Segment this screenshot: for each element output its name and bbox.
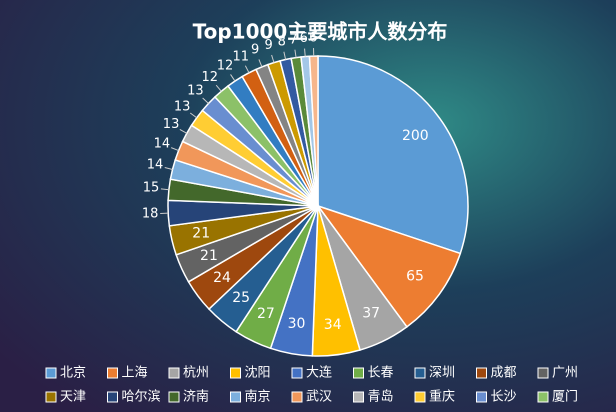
legend-label: 青岛 xyxy=(368,389,394,405)
value-label: 21 xyxy=(200,248,218,264)
legend-swatch xyxy=(291,367,303,379)
value-label: 12 xyxy=(201,70,218,85)
legend-label: 长春 xyxy=(368,366,394,381)
value-label: 11 xyxy=(232,49,249,64)
chart-title: Top1000主要城市人数分布 xyxy=(193,20,448,44)
legend-label: 沈阳 xyxy=(245,366,271,381)
legend-swatch xyxy=(476,367,487,379)
leader-line xyxy=(271,54,275,63)
legend-swatch xyxy=(291,391,303,403)
leader-line xyxy=(170,147,179,152)
value-label: 21 xyxy=(192,226,210,242)
legend-swatch xyxy=(168,391,180,403)
legend-swatch xyxy=(168,367,180,379)
leader-line xyxy=(160,188,169,191)
value-label: 6 xyxy=(300,31,308,46)
legend-label: 深圳 xyxy=(429,366,455,381)
legend-label: 哈尔滨 xyxy=(122,389,161,405)
legend-swatch xyxy=(107,391,118,403)
value-label: 24 xyxy=(213,270,231,286)
value-label: 25 xyxy=(232,290,250,306)
value-label: 9 xyxy=(265,38,273,53)
value-label: 6 xyxy=(309,31,317,46)
legend-label: 重庆 xyxy=(429,389,455,405)
legend-swatch xyxy=(353,391,364,403)
legend-swatch xyxy=(414,367,426,379)
legend-swatch xyxy=(414,391,426,403)
value-label: 18 xyxy=(142,206,159,221)
leader-line xyxy=(215,84,222,92)
leader-line xyxy=(179,128,188,134)
pie-slice xyxy=(315,204,462,328)
value-label: 65 xyxy=(406,269,424,285)
value-label: 14 xyxy=(147,158,164,173)
legend-label: 大连 xyxy=(306,365,332,381)
value-label: 30 xyxy=(288,316,306,332)
legend-label: 北京 xyxy=(60,366,86,381)
value-label: 12 xyxy=(217,59,234,74)
legend-swatch xyxy=(45,367,57,379)
legend-label: 上海 xyxy=(122,366,148,381)
pie-slice xyxy=(317,55,469,255)
legend-swatch xyxy=(107,367,118,379)
value-label: 27 xyxy=(257,306,275,322)
legend-label: 广州 xyxy=(552,366,578,381)
leader-line xyxy=(164,167,173,170)
legend-label: 成都 xyxy=(491,366,517,381)
leader-line xyxy=(230,74,236,82)
leader-line xyxy=(244,65,250,74)
legend-swatch xyxy=(353,367,364,379)
value-label: 34 xyxy=(324,317,342,333)
value-label: 13 xyxy=(174,100,191,115)
value-label: 15 xyxy=(143,180,160,195)
legend-label: 武汉 xyxy=(306,390,332,405)
value-label: 7 xyxy=(289,32,297,47)
value-label: 8 xyxy=(278,34,286,49)
legend-swatch xyxy=(45,391,57,403)
value-label: 14 xyxy=(154,136,171,151)
leader-line xyxy=(258,59,263,68)
legend-label: 厦门 xyxy=(552,390,578,405)
legend-swatch xyxy=(476,391,487,403)
value-label: 37 xyxy=(362,306,380,322)
value-label: 13 xyxy=(187,84,204,99)
legend-label: 南京 xyxy=(245,389,271,405)
value-label: 13 xyxy=(163,117,180,132)
leader-line xyxy=(202,97,209,104)
leader-line xyxy=(294,49,297,58)
value-label: 9 xyxy=(251,43,259,58)
legend-label: 杭州 xyxy=(183,366,209,381)
value-label: 200 xyxy=(402,128,429,144)
legend-swatch xyxy=(230,367,241,379)
leader-line xyxy=(283,51,287,60)
legend-label: 长沙 xyxy=(491,390,517,405)
legend-label: 济南 xyxy=(183,389,209,405)
legend-swatch xyxy=(230,391,241,403)
leader-line xyxy=(304,48,306,57)
leader-line xyxy=(189,112,198,119)
legend-label: 天津 xyxy=(60,390,86,405)
legend-swatch xyxy=(537,367,549,379)
legend-swatch xyxy=(537,391,549,403)
